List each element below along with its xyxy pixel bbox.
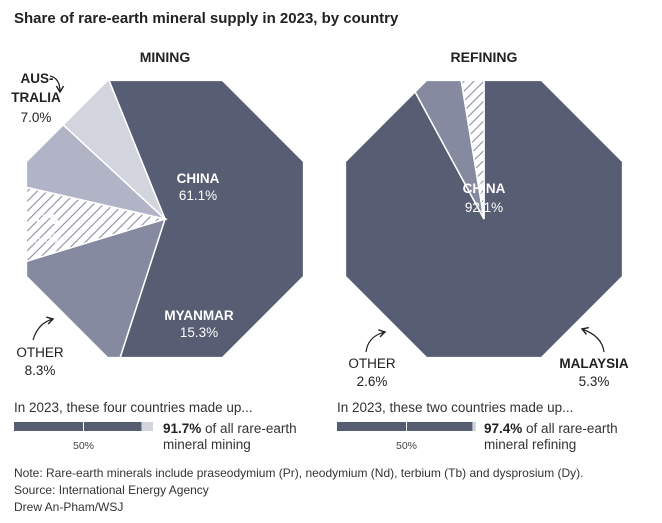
refining-title: REFINING (451, 49, 518, 65)
slice-0-china (107, 79, 305, 359)
label-refining-china-pct: 92.1% (465, 200, 503, 215)
label-mining-other-pct: 8.3% (25, 363, 56, 378)
label-mining-other: OTHER (16, 345, 64, 360)
refining-summary-pct: 97.4% (484, 421, 523, 436)
credit: Drew An-Pham/WSJ (14, 500, 124, 514)
summary-bar-fill-1 (337, 422, 473, 431)
arrow-refining-other (365, 329, 387, 353)
label-mining-us: U.S. (36, 212, 62, 227)
summary-bar-fill-0 (14, 422, 142, 431)
chart-title: Share of rare-earth mineral supply in 20… (14, 10, 399, 27)
label-refining-malaysia-pct: 5.3% (579, 374, 610, 389)
label-mining-australia-1: AUS- (21, 71, 54, 86)
summary-bar-tick-label-1: 50% (396, 440, 417, 452)
label-mining-china-pct: 61.1% (179, 188, 217, 203)
summary-bar-tick-label-0: 50% (73, 440, 94, 452)
refining-summary-line1: of all rare-earth (526, 421, 618, 436)
mining-summary-line2: mineral mining (163, 437, 251, 452)
footnote: Note: Rare-earth minerals include praseo… (14, 466, 584, 480)
label-mining-australia-2: TRALIA (11, 90, 61, 105)
label-mining-myanmar: MYANMAR (164, 308, 234, 323)
slice-0-australia (62, 79, 166, 220)
arrow-malaysia (580, 326, 605, 353)
refining-summary-text: 97.4% of all rare-earth mineral refining (484, 421, 618, 453)
refining-summary-line2: mineral refining (484, 437, 577, 452)
source: Source: International Energy Agency (14, 483, 209, 497)
label-refining-china: CHINA (463, 181, 506, 196)
label-mining-myanmar-pct: 15.3% (180, 325, 218, 340)
label-mining-china: CHINA (177, 171, 220, 186)
mining-summary-pct: 91.7% (163, 421, 202, 436)
mining-summary-text: 91.7% of all rare-earth mineral mining (163, 421, 297, 453)
label-mining-australia-pct: 7.0% (21, 110, 52, 125)
label-mining-us-pct: 8.3% (34, 231, 65, 246)
arrow-mining-other (32, 316, 55, 341)
mining-summary-line1: of all rare-earth (205, 421, 297, 436)
refining-summary-intro: In 2023, these two countries made up... (337, 400, 574, 415)
slice-1-other (460, 79, 485, 220)
label-refining-malaysia: MALAYSIA (559, 356, 629, 371)
label-refining-other: OTHER (348, 356, 396, 371)
mining-summary-intro: In 2023, these four countries made up... (14, 400, 253, 415)
mining-title: MINING (140, 49, 191, 65)
arrow-australia (49, 75, 65, 94)
label-refining-other-pct: 2.6% (357, 374, 388, 389)
